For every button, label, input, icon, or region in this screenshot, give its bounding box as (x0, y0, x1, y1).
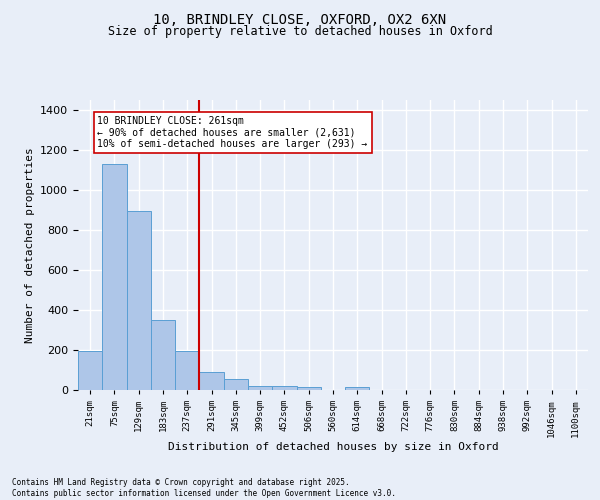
Text: 10 BRINDLEY CLOSE: 261sqm
← 90% of detached houses are smaller (2,631)
10% of se: 10 BRINDLEY CLOSE: 261sqm ← 90% of detac… (97, 116, 368, 149)
Y-axis label: Number of detached properties: Number of detached properties (25, 147, 35, 343)
Bar (175, 350, 199, 390)
Bar (296, 387, 321, 390)
X-axis label: Distribution of detached houses by size in Oxford: Distribution of detached houses by size … (167, 442, 499, 452)
Text: 10, BRINDLEY CLOSE, OXFORD, OX2 6XN: 10, BRINDLEY CLOSE, OXFORD, OX2 6XN (154, 12, 446, 26)
Text: Size of property relative to detached houses in Oxford: Size of property relative to detached ho… (107, 25, 493, 38)
Bar (199, 372, 224, 390)
Bar (345, 388, 370, 390)
Bar (272, 386, 296, 390)
Bar (248, 386, 272, 390)
Bar (78, 350, 102, 390)
Bar (224, 380, 248, 390)
Text: Contains HM Land Registry data © Crown copyright and database right 2025.
Contai: Contains HM Land Registry data © Crown c… (12, 478, 396, 498)
Bar (102, 164, 127, 390)
Bar (127, 212, 151, 390)
Bar (151, 320, 175, 390)
